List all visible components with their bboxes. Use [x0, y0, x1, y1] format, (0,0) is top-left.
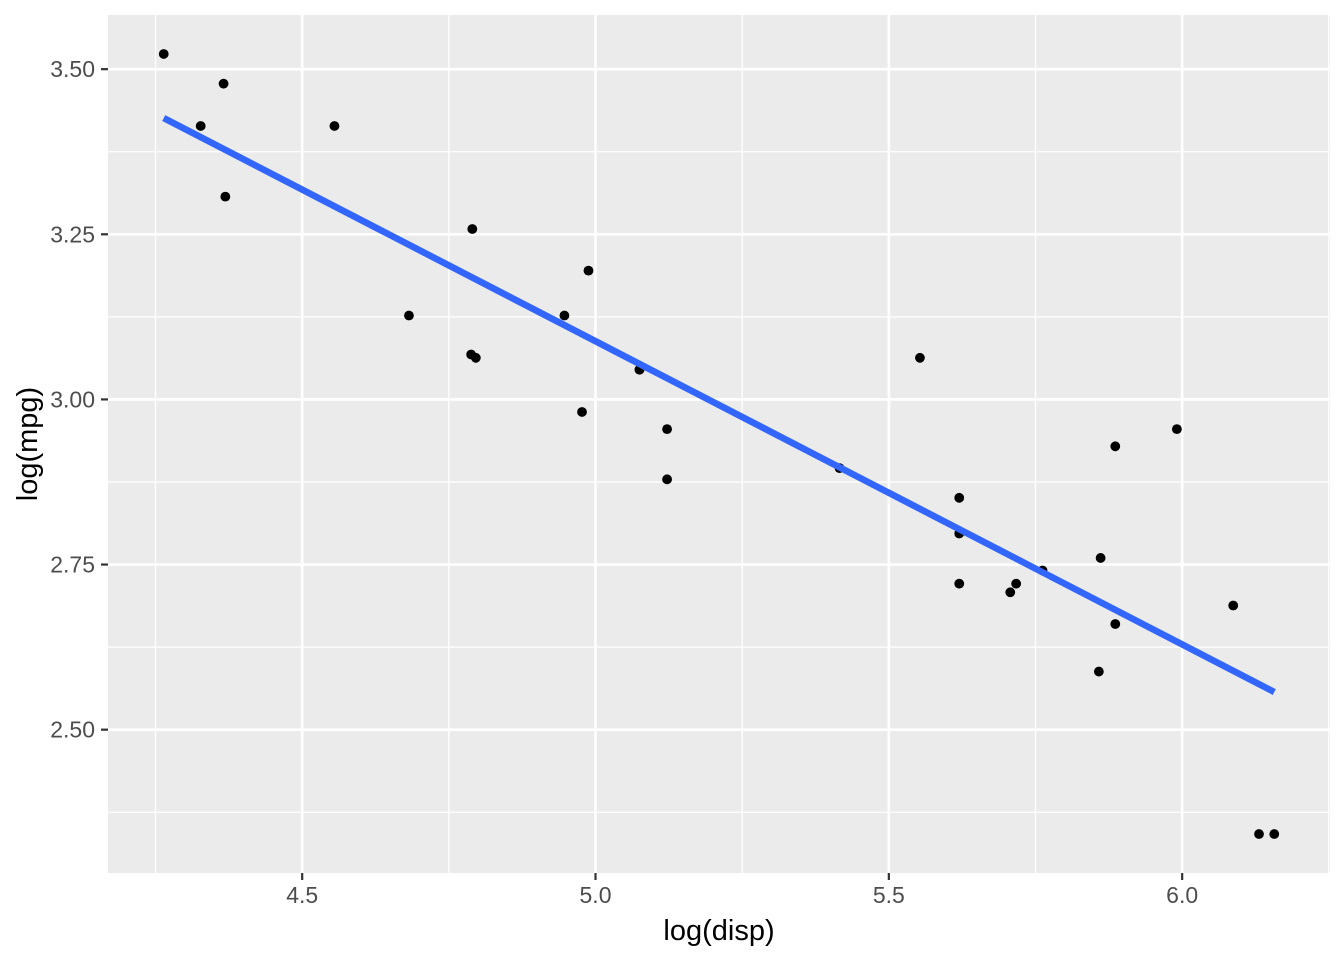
x-tick-label: 4.5 — [286, 882, 318, 908]
data-point — [1011, 578, 1022, 589]
data-point — [158, 49, 169, 59]
data-point — [404, 310, 414, 321]
data-point — [470, 352, 481, 363]
data-point — [1171, 424, 1182, 435]
data-point — [195, 121, 206, 131]
data-point — [577, 407, 587, 417]
y-tick-label: 3.50 — [50, 56, 95, 82]
data-point — [954, 492, 965, 503]
data-point — [467, 224, 478, 234]
data-point — [915, 352, 925, 363]
trend-line — [162, 115, 1276, 695]
axis-tick-labels: 4.5 5.0 5.5 6.0 2.50 2.75 3.00 3.25 3.50 — [50, 56, 1198, 908]
axis-ticks — [101, 68, 1184, 880]
x-tick-label: 5.5 — [873, 882, 905, 908]
data-point — [662, 424, 672, 435]
data-point — [954, 578, 965, 589]
plot-panel — [108, 15, 1330, 873]
y-tick-label: 2.50 — [50, 717, 95, 743]
y-tick-label: 3.25 — [50, 221, 95, 247]
y-tick-label: 2.75 — [50, 552, 95, 578]
data-point — [1110, 441, 1121, 452]
major-gridlines — [108, 15, 1330, 873]
data-point — [583, 265, 594, 276]
data-point — [1110, 619, 1121, 629]
data-point — [218, 78, 229, 89]
x-tick-label: 5.0 — [580, 882, 612, 908]
data-point — [1269, 829, 1280, 839]
panel-background — [108, 15, 1330, 873]
x-axis-title: log(disp) — [663, 915, 774, 947]
minor-gridlines — [108, 15, 1330, 873]
data-point — [559, 310, 570, 321]
x-tick-label: 6.0 — [1166, 882, 1198, 908]
data-point — [220, 191, 231, 202]
data-point — [1228, 600, 1239, 611]
trend-line-layer — [162, 115, 1276, 695]
y-axis-title: log(mpg) — [12, 387, 44, 501]
data-point — [1254, 829, 1264, 839]
data-point — [329, 121, 340, 131]
data-point — [1093, 666, 1104, 677]
data-point — [1005, 587, 1016, 598]
y-tick-label: 3.00 — [50, 386, 95, 412]
data-point — [662, 474, 672, 485]
data-point — [1095, 553, 1106, 563]
